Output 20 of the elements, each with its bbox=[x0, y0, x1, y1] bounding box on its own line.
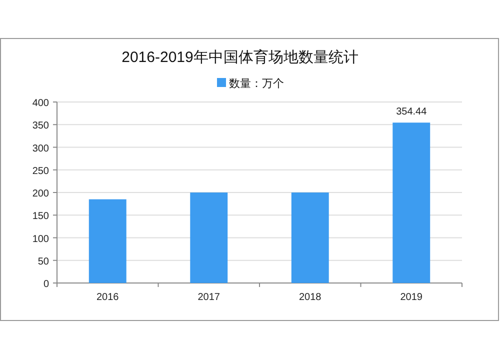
y-tick-label: 100 bbox=[32, 234, 50, 245]
bar bbox=[291, 192, 329, 283]
y-tick-label: 350 bbox=[32, 120, 50, 132]
x-tick-label: 2017 bbox=[198, 292, 220, 303]
x-tick-label: 2019 bbox=[400, 292, 423, 303]
x-tick-label: 2018 bbox=[299, 292, 322, 303]
y-tick-label: 400 bbox=[32, 98, 50, 109]
y-tick-label: 200 bbox=[32, 188, 50, 200]
legend-label: 数量：万个 bbox=[229, 78, 284, 90]
bar bbox=[88, 199, 126, 283]
y-tick-label: 250 bbox=[32, 166, 50, 177]
chart-title: 2016-2019年中国体育场地数量统计 bbox=[122, 49, 358, 66]
data-label: 354.44 bbox=[396, 106, 428, 118]
y-tick-label: 0 bbox=[43, 279, 50, 290]
y-tick-label: 150 bbox=[32, 211, 50, 222]
bar bbox=[392, 122, 430, 283]
y-tick-label: 50 bbox=[38, 256, 50, 268]
y-tick-label: 300 bbox=[32, 143, 50, 154]
bar bbox=[190, 192, 228, 283]
x-tick-label: 2016 bbox=[96, 292, 120, 303]
